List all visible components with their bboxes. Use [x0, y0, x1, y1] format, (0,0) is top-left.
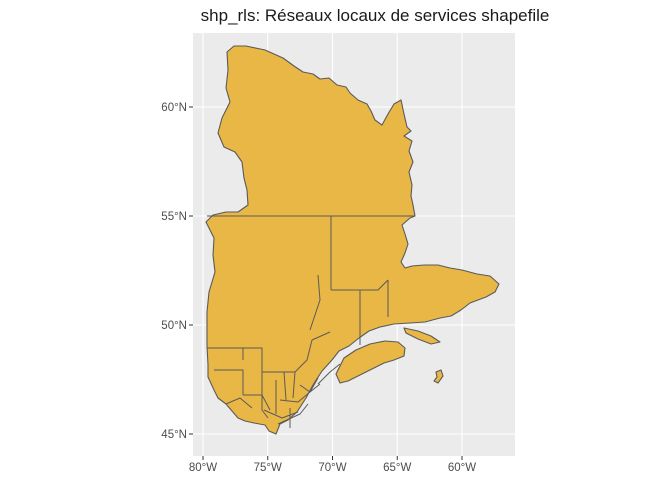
quebec-rls-regions — [205, 45, 500, 435]
anticosti-island — [403, 327, 441, 345]
y-tick-label-3: 60°N — [161, 102, 187, 114]
magdalen-islands — [433, 369, 444, 384]
y-tick-label-2: 55°N — [161, 211, 187, 223]
axes: 80°W 75°W 70°W 65°W 60°W 45°N 50°N 55°N 60°N — [161, 102, 476, 474]
region-boundaries — [207, 215, 415, 428]
x-tick-label-0: 80°W — [189, 462, 217, 474]
x-tick-label-4: 60°W — [448, 462, 476, 474]
x-tick-label-3: 65°W — [383, 462, 411, 474]
quebec-mainland — [205, 45, 500, 435]
y-tick-label-0: 45°N — [161, 429, 187, 441]
map-title: shp_rls: Réseaux locaux de services shap… — [201, 6, 550, 25]
gaspe-peninsula — [335, 340, 406, 384]
y-tick-label-1: 50°N — [161, 320, 187, 332]
x-tick-label-2: 70°W — [318, 462, 346, 474]
x-tick-label-1: 75°W — [254, 462, 282, 474]
